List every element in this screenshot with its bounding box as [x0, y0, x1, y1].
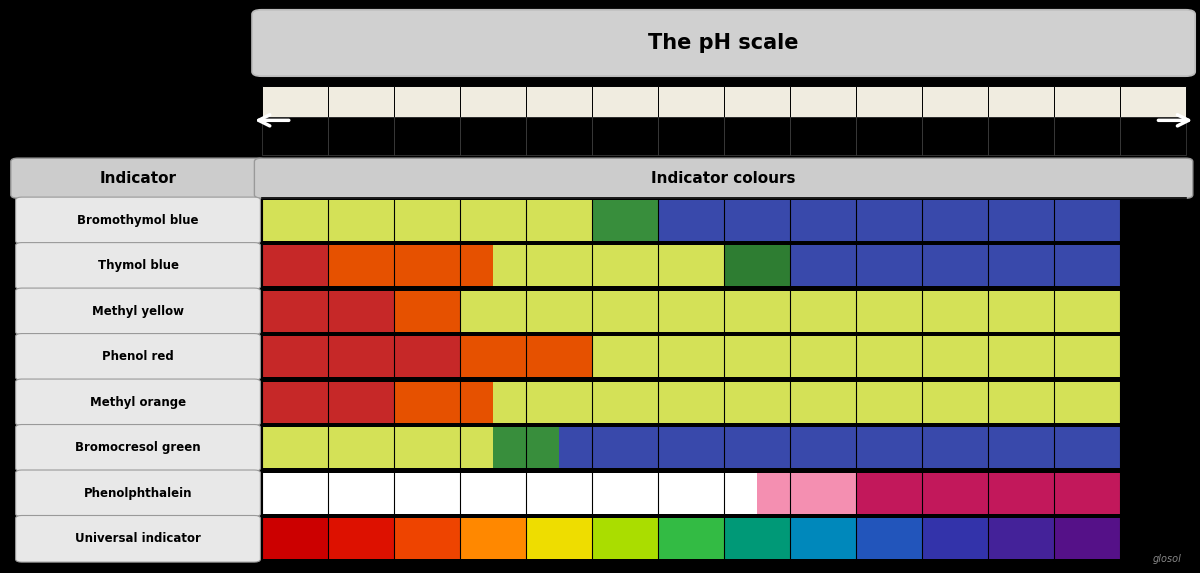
Bar [790, 245, 1120, 286]
FancyBboxPatch shape [16, 516, 260, 562]
FancyBboxPatch shape [16, 288, 260, 335]
Bar [658, 519, 724, 559]
Text: Methyl orange: Methyl orange [90, 396, 186, 409]
FancyBboxPatch shape [16, 242, 260, 289]
Bar [262, 519, 328, 559]
Bar [460, 117, 526, 155]
Bar [526, 117, 592, 155]
Bar [790, 519, 856, 559]
FancyBboxPatch shape [16, 197, 260, 244]
Bar [988, 519, 1054, 559]
Bar [262, 336, 460, 377]
Text: Bromocresol green: Bromocresol green [76, 441, 200, 454]
Bar [262, 336, 1186, 377]
FancyBboxPatch shape [16, 425, 260, 471]
Bar [592, 336, 1120, 377]
FancyBboxPatch shape [16, 470, 260, 517]
Bar [262, 245, 1186, 286]
Bar [658, 200, 1120, 241]
Bar [922, 86, 988, 117]
Bar [724, 519, 790, 559]
Bar [856, 519, 922, 559]
Bar [658, 117, 724, 155]
Bar [328, 117, 394, 155]
Bar [394, 117, 460, 155]
Bar [559, 427, 1120, 468]
Bar [328, 86, 394, 117]
Text: Universal indicator: Universal indicator [76, 532, 200, 545]
Bar [262, 519, 1186, 559]
Bar [262, 291, 1186, 332]
Bar [262, 427, 493, 468]
Bar [492, 382, 1120, 423]
Bar [460, 291, 1120, 332]
FancyBboxPatch shape [254, 158, 1193, 198]
Text: Phenolphthalein: Phenolphthalein [84, 487, 192, 500]
Text: Phenol red: Phenol red [102, 350, 174, 363]
Bar [1120, 117, 1186, 155]
Bar [1054, 86, 1120, 117]
Bar [856, 86, 922, 117]
Text: Thymol blue: Thymol blue [97, 260, 179, 272]
Bar [856, 473, 1120, 514]
FancyBboxPatch shape [252, 10, 1195, 76]
Text: Indicator colours: Indicator colours [652, 171, 796, 186]
Bar [262, 245, 328, 286]
Bar [492, 245, 724, 286]
Bar [262, 86, 328, 117]
Bar [592, 200, 658, 241]
Bar [1054, 519, 1120, 559]
Bar [262, 473, 1186, 514]
Bar [262, 117, 328, 155]
Bar [394, 519, 460, 559]
Bar [790, 86, 856, 117]
Bar [790, 117, 856, 155]
Bar [262, 427, 1186, 468]
Bar [262, 200, 592, 241]
Text: glosol: glosol [1153, 555, 1182, 564]
Bar [492, 427, 558, 468]
FancyBboxPatch shape [16, 333, 260, 380]
Text: The pH scale: The pH scale [648, 33, 799, 53]
Text: Indicator: Indicator [100, 171, 176, 186]
Bar [262, 382, 394, 423]
Text: Methyl yellow: Methyl yellow [92, 305, 184, 318]
Bar [394, 86, 460, 117]
FancyBboxPatch shape [16, 379, 260, 426]
Bar [262, 200, 1186, 241]
Bar [460, 86, 526, 117]
Bar [262, 86, 1186, 155]
Bar [460, 336, 592, 377]
Bar [658, 86, 724, 117]
Bar [922, 519, 988, 559]
Bar [262, 473, 757, 514]
Bar [856, 117, 922, 155]
Bar [1054, 117, 1120, 155]
Bar [724, 117, 790, 155]
Bar [526, 86, 592, 117]
Bar [262, 382, 1186, 423]
Bar [592, 117, 658, 155]
Bar [328, 245, 493, 286]
Bar [756, 473, 856, 514]
Bar [394, 382, 493, 423]
Text: Bromothymol blue: Bromothymol blue [77, 214, 199, 227]
Bar [526, 519, 592, 559]
Bar [460, 519, 526, 559]
Bar [328, 519, 394, 559]
Bar [262, 291, 394, 332]
Bar [988, 86, 1054, 117]
Bar [724, 86, 790, 117]
Bar [724, 245, 790, 286]
Bar [394, 291, 460, 332]
Bar [592, 86, 658, 117]
Bar [1120, 86, 1186, 117]
Bar [592, 519, 658, 559]
Bar [988, 117, 1054, 155]
FancyBboxPatch shape [11, 158, 265, 198]
Bar [922, 117, 988, 155]
